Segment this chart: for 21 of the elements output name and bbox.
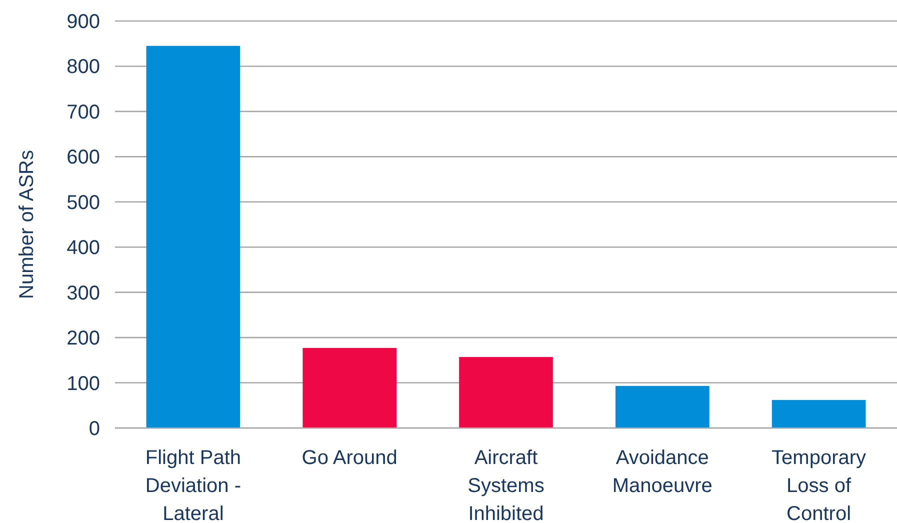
y-tick-label: 500: [66, 192, 100, 214]
x-tick-label: Avoidance Manoeuvre: [612, 447, 712, 497]
bar: [459, 357, 553, 428]
y-tick-label: 100: [66, 372, 100, 395]
y-tick-label: 900: [66, 11, 100, 33]
y-tick-label: 400: [66, 237, 100, 260]
y-tick-label: 200: [66, 328, 100, 350]
bar: [302, 348, 397, 428]
y-tick-label: 600: [66, 146, 100, 169]
x-tick-label: Temporary Loss of Control: [772, 447, 866, 523]
x-tick-label: Aircraft Systems Inhibited: [468, 447, 544, 523]
y-tick-label: 300: [66, 282, 100, 304]
x-tick-label: Flight Path Deviation - Lateral: [145, 447, 242, 523]
bar: [615, 386, 710, 428]
x-tick-label: Go Around: [302, 447, 398, 469]
bar: [146, 46, 240, 428]
y-tick-label: 800: [66, 56, 100, 78]
y-tick-label: 700: [66, 101, 100, 124]
y-tick-label: 0: [88, 418, 100, 440]
bar: [772, 400, 866, 428]
y-axis-title: Number of ASRs: [16, 150, 38, 299]
